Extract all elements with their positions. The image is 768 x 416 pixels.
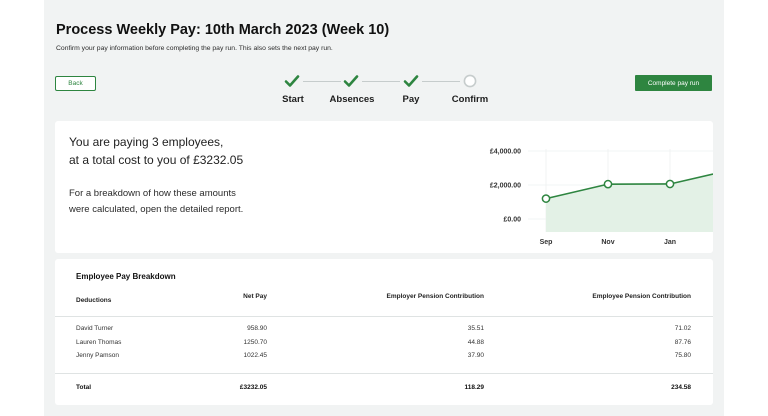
chart-x-tick-label: Jan — [664, 239, 676, 246]
pay-trend-chart: £4,000.00£2,000.00£0.00SepNovJanMar — [490, 149, 713, 246]
chart-x-tick-label: Sep — [540, 239, 553, 246]
chart-series-line — [545, 173, 713, 200]
summary-report-hint-cont: were calculated, open the detailed repor… — [69, 204, 244, 215]
pay-breakdown-table: Employee Pay Breakdown Deductions Net Pa… — [55, 259, 713, 405]
employee-pension-value: 87.76 — [674, 339, 691, 346]
chart-y-tick-label: £0.00 — [503, 217, 521, 224]
page-container: Process Weekly Pay: 10th March 2023 (Wee… — [44, 0, 724, 416]
summary-report-hint: For a breakdown of how these amounts — [69, 188, 236, 199]
employee-pension-value: 71.02 — [674, 325, 691, 332]
employer-pension-value: 44.88 — [467, 339, 484, 346]
chart-data-point — [541, 194, 551, 203]
column-header-employee-pension: Employee Pension Contribution — [592, 293, 691, 300]
summary-employee-count: You are paying 3 employees, — [69, 135, 224, 149]
total-employer-pension: 118.29 — [464, 384, 484, 391]
employee-pension-value: 75.80 — [674, 352, 691, 359]
employee-name: Lauren Thomas — [76, 339, 122, 346]
total-divider — [55, 373, 713, 374]
back-button[interactable]: Back — [55, 76, 96, 91]
total-label: Total — [76, 384, 92, 391]
complete-pay-run-button[interactable]: Complete pay run — [635, 75, 712, 91]
header-divider — [55, 316, 713, 317]
employer-pension-value: 37.90 — [467, 352, 484, 359]
employer-pension-value: 35.51 — [467, 325, 484, 332]
step-connector — [362, 81, 400, 82]
net-pay-value: 958.90 — [247, 325, 267, 332]
total-employee-pension: 234.58 — [671, 384, 691, 391]
table-title: Employee Pay Breakdown — [76, 272, 176, 281]
progress-stepper: Start Absences Pay Confirm — [44, 70, 724, 110]
check-icon — [284, 75, 300, 87]
page-subtitle: Confirm your pay information before comp… — [56, 45, 333, 52]
net-pay-value: 1022.45 — [243, 352, 268, 359]
chart-y-tick-label: £2,000.00 — [490, 183, 521, 190]
column-header-net-pay: Net Pay — [243, 293, 267, 300]
step-label-start: Start — [282, 94, 304, 105]
employee-name: Jenny Pamson — [76, 352, 119, 359]
step-label-confirm: Confirm — [451, 94, 489, 105]
chart-y-tick-label: £4,000.00 — [490, 149, 521, 156]
chart-area-fill — [546, 174, 713, 232]
page-title: Process Weekly Pay: 10th March 2023 (Wee… — [56, 22, 390, 38]
summary-total-cost: at a total cost to you of £3232.05 — [69, 153, 244, 167]
step-label-pay: Pay — [402, 94, 420, 105]
step-pending-circle-icon — [463, 74, 477, 88]
step-connector — [422, 81, 460, 82]
pay-summary-card: You are paying 3 employees, at a total c… — [55, 121, 713, 253]
step-label-absences: Absences — [329, 94, 375, 105]
total-net-pay: £3232.05 — [239, 384, 267, 391]
step-connector — [303, 81, 341, 82]
check-icon — [403, 75, 419, 87]
chart-data-point — [665, 179, 675, 189]
column-header-deductions: Deductions — [76, 297, 112, 304]
chart-x-tick-label: Nov — [601, 239, 614, 246]
employee-name: David Turner — [76, 325, 114, 332]
net-pay-value: 1250.70 — [243, 339, 268, 346]
column-header-employer-pension: Employer Pension Contribution — [386, 293, 484, 300]
check-icon — [343, 75, 359, 87]
chart-data-point — [603, 179, 613, 189]
